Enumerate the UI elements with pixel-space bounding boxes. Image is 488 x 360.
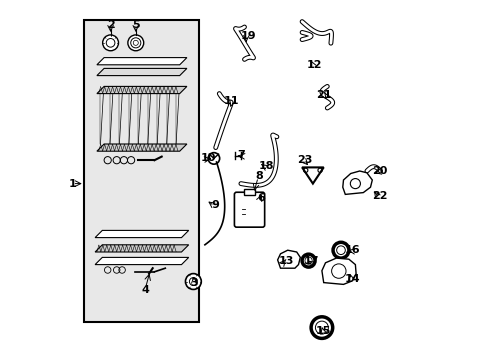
Polygon shape xyxy=(95,245,188,252)
Polygon shape xyxy=(321,258,355,284)
Polygon shape xyxy=(97,86,186,94)
Polygon shape xyxy=(97,58,186,65)
Text: 22: 22 xyxy=(371,191,386,201)
Text: 16: 16 xyxy=(344,245,360,255)
Text: 2: 2 xyxy=(107,20,115,30)
Bar xyxy=(244,189,254,195)
Text: 1: 1 xyxy=(68,179,76,189)
Polygon shape xyxy=(95,257,188,265)
Text: 4: 4 xyxy=(141,285,149,295)
Polygon shape xyxy=(97,144,186,151)
Text: 14: 14 xyxy=(344,274,360,284)
Circle shape xyxy=(102,35,118,51)
Text: 15: 15 xyxy=(315,326,331,336)
Text: 19: 19 xyxy=(240,31,255,41)
Text: 11: 11 xyxy=(224,96,239,106)
Text: 20: 20 xyxy=(371,166,386,176)
Text: 8: 8 xyxy=(255,171,262,181)
Text: 5: 5 xyxy=(132,20,140,30)
Text: 13: 13 xyxy=(278,256,293,266)
Circle shape xyxy=(127,35,143,51)
Text: 23: 23 xyxy=(297,155,312,165)
Polygon shape xyxy=(277,250,300,268)
Text: 21: 21 xyxy=(315,90,331,100)
Text: 7: 7 xyxy=(237,150,244,160)
Text: 12: 12 xyxy=(306,60,322,70)
Polygon shape xyxy=(342,171,371,194)
Text: 9: 9 xyxy=(211,200,219,210)
FancyBboxPatch shape xyxy=(234,192,264,227)
Polygon shape xyxy=(97,68,186,76)
Text: 10: 10 xyxy=(201,153,216,163)
Text: 18: 18 xyxy=(258,161,273,171)
Bar xyxy=(84,20,199,322)
Polygon shape xyxy=(95,230,188,238)
Text: 6: 6 xyxy=(256,193,264,203)
Text: 3: 3 xyxy=(190,278,198,288)
Text: 17: 17 xyxy=(303,256,318,266)
Circle shape xyxy=(185,274,201,289)
